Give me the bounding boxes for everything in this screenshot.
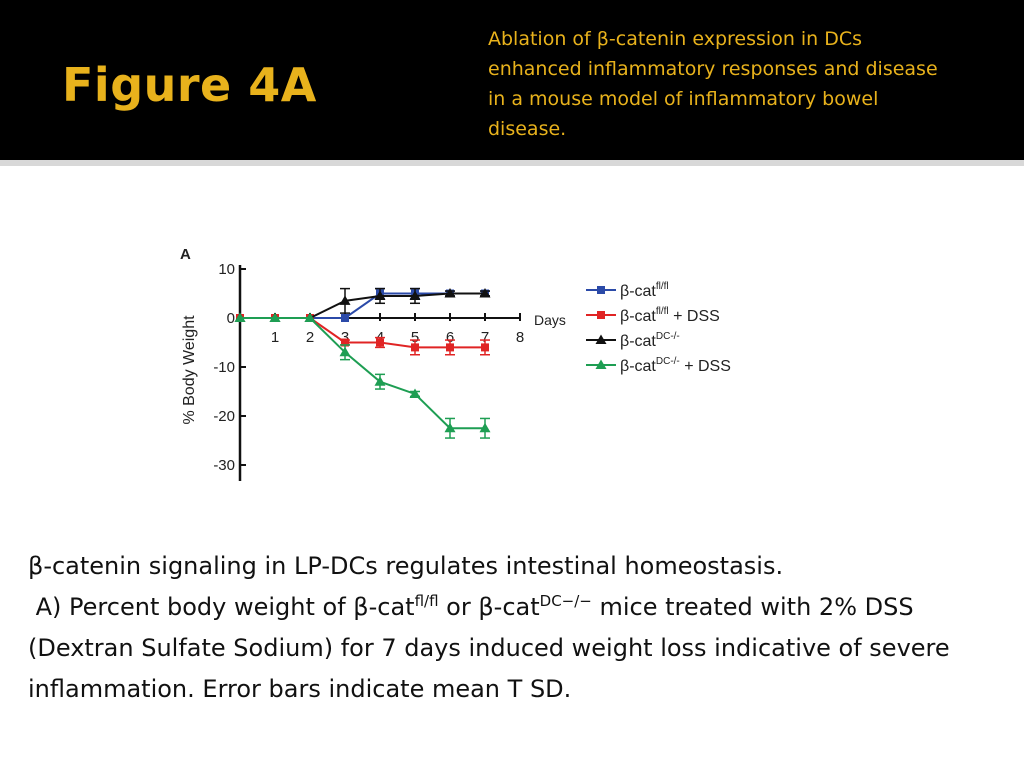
data-point [374, 376, 386, 386]
data-point [479, 288, 491, 298]
x-tick-label: 3 [341, 329, 349, 346]
data-point [341, 338, 349, 347]
data-point [374, 290, 386, 300]
data-point [444, 422, 456, 433]
x-tick-label: 6 [446, 329, 454, 346]
body-weight-chart: A % Body Weight Days 100-10-20-301234567… [180, 246, 731, 481]
legend-marker [595, 359, 607, 369]
caption-sup-flfl: fl/fl [414, 592, 439, 610]
y-tick-label: -20 [213, 408, 235, 425]
data-point [269, 312, 281, 322]
legend-entry: β-catDC-/- [620, 331, 680, 350]
legend-marker [597, 311, 605, 319]
x-tick-label: 2 [306, 329, 314, 346]
data-point [411, 343, 419, 352]
legend-entry: β-catfl/fl [620, 281, 669, 300]
caption: β-catenin signaling in LP-DCs regulates … [28, 546, 1008, 710]
caption-text-c: mice treated with 2% DSS (Dextran Sulfat… [28, 593, 950, 703]
panel-label: A [180, 246, 191, 263]
data-point [304, 312, 316, 322]
caption-paragraph-2: A) Percent body weight of β-catfl/fl or … [28, 587, 1008, 710]
data-point [481, 343, 489, 352]
y-tick-label: 0 [227, 310, 235, 327]
data-point [409, 388, 421, 398]
legend-entry: β-catDC-/- + DSS [620, 356, 731, 375]
legend-entry: β-catfl/fl + DSS [620, 306, 720, 325]
caption-text-a: A) Percent body weight of β-cat [35, 593, 415, 621]
x-tick-label: 5 [411, 329, 419, 346]
y-tick-label: -10 [213, 359, 235, 376]
data-point [339, 295, 351, 305]
header-divider [0, 160, 1024, 166]
data-point [339, 346, 351, 357]
data-point [479, 422, 491, 433]
data-point [409, 290, 421, 300]
x-tick-label: 1 [271, 329, 279, 346]
series-line-3 [240, 317, 485, 430]
caption-sup-dc: DC−/− [539, 592, 592, 610]
x-axis-label: Days [534, 312, 566, 328]
data-point [444, 288, 456, 298]
x-tick-label: 8 [516, 329, 524, 346]
data-point [446, 343, 454, 352]
slide-subtitle: Ablation of β-catenin expression in DCs … [488, 28, 938, 140]
data-point [376, 338, 384, 347]
legend-marker [597, 286, 605, 294]
y-axis-label: % Body Weight [181, 315, 198, 425]
header-bar [0, 0, 1024, 160]
y-tick-label: 10 [218, 261, 235, 278]
data-point [234, 312, 246, 322]
caption-line-1: β-catenin signaling in LP-DCs regulates … [28, 552, 784, 580]
data-point [341, 314, 349, 322]
caption-text-b: or β-cat [438, 593, 540, 621]
legend-marker [595, 334, 607, 344]
y-tick-label: -30 [213, 457, 235, 474]
slide-title: Figure 4A [62, 58, 317, 112]
x-tick-label: 7 [481, 329, 489, 346]
